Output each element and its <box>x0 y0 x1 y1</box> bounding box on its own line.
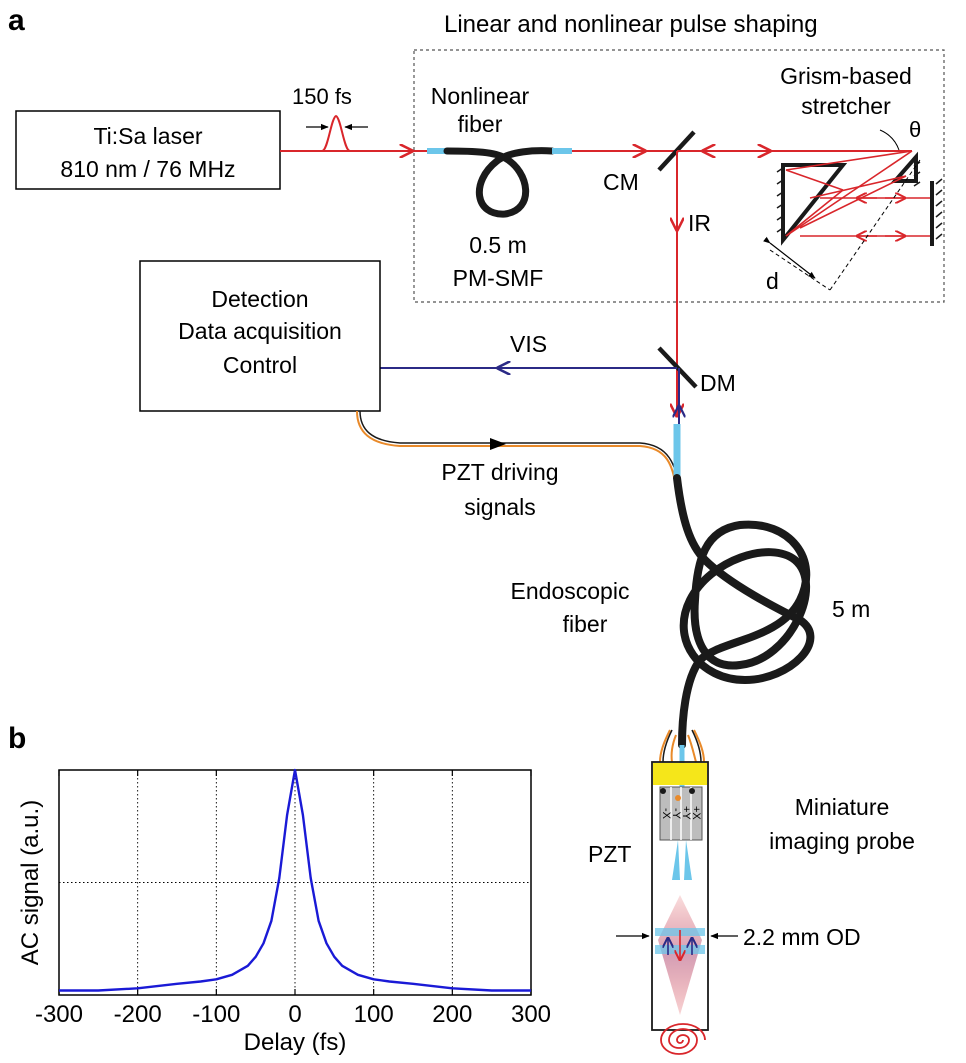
x-axis-label: Delay (fs) <box>244 1029 347 1056</box>
probe-label-2: imaging probe <box>769 828 915 854</box>
endoscopic-fiber-label-2: fiber <box>563 611 608 637</box>
pzt-signals-label-2: signals <box>464 494 536 520</box>
d-dashed-2 <box>829 159 921 291</box>
detection-line-2: Data acquisition <box>178 318 342 344</box>
nonlinear-fiber-length: 0.5 m <box>469 232 527 258</box>
grating-1-teeth <box>776 167 784 233</box>
laser-box <box>15 110 281 190</box>
probe-wires-dark <box>662 729 702 763</box>
ir-label: IR <box>688 210 711 236</box>
electrode-label-minus-x: -X <box>660 808 672 820</box>
pulse-shaping-title: Linear and nonlinear pulse shaping <box>444 11 818 38</box>
od-label: 2.2 mm OD <box>743 924 861 950</box>
fiber-exit-cone <box>672 840 692 880</box>
d-label: d <box>766 268 779 294</box>
pzt-contact-1 <box>660 788 666 794</box>
pzt-signal-arrow <box>490 438 506 450</box>
probe-label-1: Miniature <box>795 794 890 820</box>
endoscopic-fiber-coil <box>673 474 815 749</box>
angle-theta: θ <box>909 117 921 142</box>
x-tick-label: -300 <box>35 1001 83 1028</box>
panel-b-label: b <box>8 722 26 755</box>
pzt-contact-3 <box>689 788 695 794</box>
d-arrow <box>763 236 816 279</box>
x-tick-label: -100 <box>192 1001 240 1028</box>
grism-1 <box>781 163 848 246</box>
d-dashed-1 <box>769 249 831 291</box>
autocorrelation-chart: -300 -200 -100 0 100 200 300 Delay (fs) AC signa… <box>17 768 551 1056</box>
detection-line-3: Control <box>223 352 297 378</box>
electrode-label-minus-y: -Y <box>670 808 682 820</box>
dm-label: DM <box>700 370 736 396</box>
pzt-signal-wire-orange <box>356 410 677 487</box>
endoscopic-fiber-length: 5 m <box>832 596 870 622</box>
nonlinear-fiber-label-2: fiber <box>458 111 503 137</box>
stretcher-label-2: stretcher <box>801 93 891 119</box>
vis-label: VIS <box>510 331 547 357</box>
panel-a-label: a <box>8 4 25 37</box>
x-tick-label: 100 <box>354 1001 394 1028</box>
dichroic-mirror <box>657 346 698 389</box>
autocorrelation-trace <box>59 768 531 992</box>
fold-mirror-hatch <box>935 178 943 240</box>
nonlinear-fiber-type: PM-SMF <box>453 265 544 291</box>
grism-2 <box>890 151 918 183</box>
laser-spec: 810 nm / 76 MHz <box>60 156 235 182</box>
endoscopic-fiber-label-1: Endoscopic <box>511 578 630 604</box>
nonlinear-fiber-label-1: Nonlinear <box>431 83 530 109</box>
stretcher-rays <box>785 150 930 237</box>
nonlinear-fiber-coil <box>443 147 556 218</box>
pzt-signals-label-1: PZT driving <box>441 459 558 485</box>
detection-box <box>139 260 381 412</box>
cm-label: CM <box>603 169 639 195</box>
pzt-contact-2 <box>675 795 681 801</box>
scan-spiral <box>660 1023 706 1055</box>
x-tick-label: 300 <box>511 1001 551 1028</box>
laser-name: Ti:Sa laser <box>93 123 202 149</box>
angle-arc <box>879 129 900 151</box>
x-tick-label: 200 <box>432 1001 472 1028</box>
pulse-shape <box>321 114 351 152</box>
x-tick-label: -200 <box>114 1001 162 1028</box>
electrode-label-plus-y: +Y <box>680 806 692 820</box>
probe-wires <box>659 729 705 763</box>
stretcher-label-1: Grism-based <box>780 63 912 89</box>
pzt-label: PZT <box>588 841 631 867</box>
y-axis-label: AC signal (a.u.) <box>17 800 44 965</box>
detection-line-1: Detection <box>211 286 308 312</box>
pulse-shaping-region <box>413 49 945 303</box>
pulse-width-label: 150 fs <box>292 84 352 109</box>
electrode-label-plus-x: +X <box>690 806 702 820</box>
probe-cap <box>653 763 707 785</box>
grating-2-teeth <box>913 161 921 187</box>
x-tick-label: 0 <box>288 1001 301 1028</box>
